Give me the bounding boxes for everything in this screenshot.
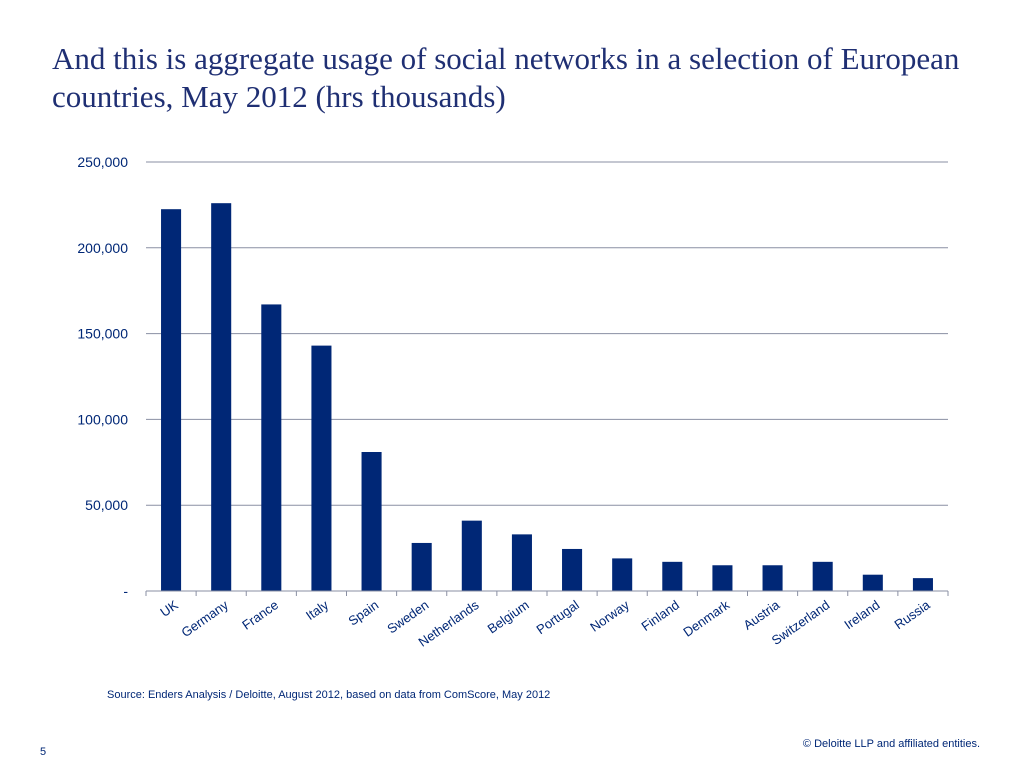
bar-norway: [612, 558, 633, 591]
x-tick-label: Spain: [345, 597, 381, 628]
bar-austria: [762, 565, 783, 591]
bar-france: [261, 304, 282, 591]
bar-netherlands: [461, 520, 482, 591]
x-tick-label: Germany: [179, 597, 232, 640]
bar-belgium: [511, 534, 532, 591]
bar-germany: [211, 203, 232, 591]
x-tick-label: Russia: [891, 597, 933, 633]
bar-portugal: [562, 548, 583, 591]
y-tick-label: 250,000: [77, 154, 128, 170]
bar-switzerland: [812, 561, 833, 591]
bar-denmark: [712, 565, 733, 591]
x-tick-label: Ireland: [841, 597, 882, 632]
x-tick-label: Norway: [587, 597, 632, 635]
x-tick-label: Italy: [303, 597, 332, 623]
x-tick-label: UK: [157, 597, 181, 620]
bar-uk: [161, 209, 182, 591]
source-note: Source: Enders Analysis / Deloitte, Augu…: [107, 689, 551, 701]
x-tick-label: Finland: [639, 597, 683, 634]
bar-spain: [361, 452, 382, 591]
x-tick-label: France: [239, 597, 281, 632]
bar-finland: [662, 561, 683, 591]
bar-ireland: [862, 574, 883, 591]
y-tick-label: -: [123, 583, 128, 599]
y-tick-label: 200,000: [77, 240, 128, 256]
x-tick-label: Austria: [741, 597, 783, 633]
page-number: 5: [40, 746, 47, 758]
y-axis-tick-labels: - 50,000 100,000 150,000 200,000 250,000: [77, 154, 128, 599]
x-tick-label: Denmark: [680, 597, 732, 640]
y-tick-label: 50,000: [85, 497, 128, 513]
bar-italy: [311, 345, 332, 591]
bars: [161, 203, 933, 591]
copyright-notice: © Deloitte LLP and affiliated entities.: [802, 738, 980, 750]
x-tick-label: Belgium: [485, 597, 532, 636]
bar-russia: [912, 578, 933, 591]
y-tick-label: 100,000: [77, 411, 128, 427]
y-tick-label: 150,000: [77, 326, 128, 342]
slide-title: And this is aggregate usage of social ne…: [52, 41, 960, 114]
x-tick-label: Portugal: [534, 597, 582, 637]
bar-sweden: [411, 542, 432, 591]
